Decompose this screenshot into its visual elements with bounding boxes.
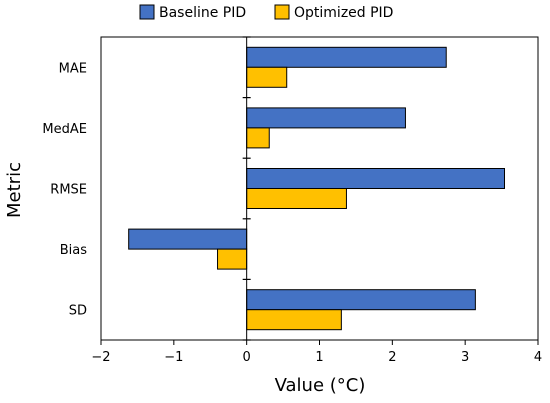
x-tick-label: −1 <box>164 350 183 365</box>
y-tick-label: SD <box>69 304 87 319</box>
bar-optimized-sd <box>246 309 342 331</box>
y-tick-label: MedAE <box>42 122 87 137</box>
x-tick-label: 3 <box>461 350 469 365</box>
bar-optimized-mae <box>246 66 288 88</box>
bar-baseline-medae <box>246 107 406 129</box>
legend-swatch-optimized <box>274 4 290 20</box>
y-axis-title: Metric <box>4 162 25 218</box>
bar-optimized-rmse <box>246 188 347 209</box>
legend-label-baseline: Baseline PID <box>159 5 246 21</box>
y-tick-label: MAE <box>59 61 87 76</box>
legend-label-optimized: Optimized PID <box>294 5 393 21</box>
legend-swatch-baseline <box>139 4 155 20</box>
legend: Baseline PID Optimized PID <box>139 4 393 21</box>
x-tick-label: 1 <box>315 350 323 365</box>
x-tick-label: 0 <box>243 350 251 365</box>
x-tick-label: 2 <box>388 350 396 365</box>
x-tick-label: −2 <box>91 350 110 365</box>
x-axis-title: Value (°C) <box>275 375 366 396</box>
bar-baseline-rmse <box>246 168 505 189</box>
bar-optimized-bias <box>217 248 248 270</box>
y-tick-label: Bias <box>60 243 87 258</box>
bar-baseline-bias <box>128 228 248 250</box>
x-tick-label: 4 <box>534 350 542 365</box>
bar-baseline-sd <box>246 289 476 311</box>
plot-area: MAE MedAE RMSE Bias SD −2 −1 0 1 2 3 4 <box>42 36 542 365</box>
y-tick-label: RMSE <box>50 183 87 198</box>
bar-optimized-medae <box>246 127 270 149</box>
bar-baseline-mae <box>246 46 447 68</box>
